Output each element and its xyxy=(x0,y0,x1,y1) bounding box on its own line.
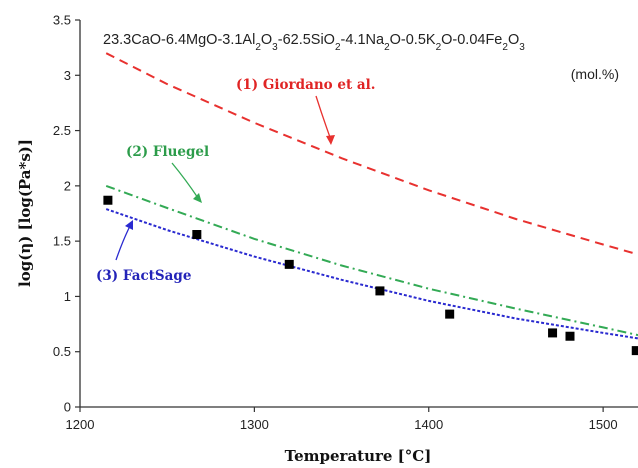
measured-point xyxy=(548,328,558,338)
measured-point xyxy=(445,309,455,319)
y-tick-label: 2 xyxy=(64,178,71,193)
y-tick-label: 3.5 xyxy=(53,13,71,28)
measured-point xyxy=(192,230,202,240)
measured-point xyxy=(565,331,575,341)
y-tick-label: 0 xyxy=(64,400,71,415)
x-tick-label: 1200 xyxy=(66,417,95,432)
arrow-fluegel xyxy=(171,162,202,203)
y-tick-label: 2.5 xyxy=(53,123,71,138)
series-label-fluegel: (2) Fluegel xyxy=(126,144,209,160)
x-axis-title: Temperature [°C] xyxy=(285,447,432,465)
arrow-giordano xyxy=(315,95,335,145)
y-axis-title: log(η) [log(Pa*s)] xyxy=(16,139,34,287)
y-tick-label: 1.5 xyxy=(53,234,71,249)
x-tick-label: 1300 xyxy=(240,417,269,432)
arrow-factsage xyxy=(115,220,133,261)
y-tick-label: 1 xyxy=(64,289,71,304)
measured-point xyxy=(284,259,294,269)
measured-point xyxy=(375,286,385,296)
plot-frame xyxy=(79,20,638,408)
y-tick-label: 3 xyxy=(64,68,71,83)
measured-points xyxy=(103,195,638,356)
units-note: (mol.%) xyxy=(571,66,619,82)
series-label-giordano: (1) Giordano et al. xyxy=(236,77,375,93)
measured-point xyxy=(103,195,113,205)
axis-ticks: 1200 1300 1400 1500 0 0.5 1 1.5 2 2.5 3 3.5 xyxy=(53,13,618,433)
x-tick-label: 1400 xyxy=(414,417,443,432)
measured-point xyxy=(631,346,638,356)
series-layer xyxy=(105,52,638,340)
x-tick-label: 1500 xyxy=(589,417,618,432)
factsage-curve xyxy=(105,208,638,340)
giordano-curve xyxy=(105,52,638,256)
composition-label: 23.3CaO-6.4MgO-3.1Al2O3-62.5SiO2-4.1Na2O… xyxy=(103,32,525,53)
fluegel-curve xyxy=(105,184,638,337)
annotation-arrows xyxy=(115,95,335,261)
y-tick-label: 0.5 xyxy=(53,344,71,359)
series-label-factsage: (3) FactSage xyxy=(96,268,191,284)
